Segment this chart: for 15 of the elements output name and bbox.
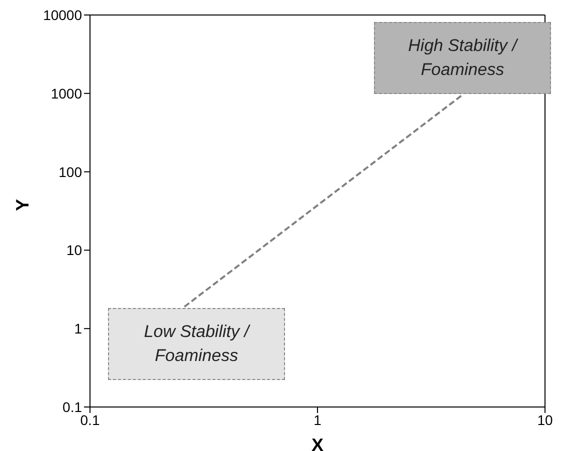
y-tick-label: 1000 (50, 85, 82, 102)
y-axis-title: Y (12, 198, 32, 211)
y-tick-label: 0.1 (62, 398, 82, 415)
x-tick-label: 1 (314, 412, 322, 428)
y-tick-label: 10 (66, 242, 82, 258)
x-tick-label: 10 (537, 412, 553, 428)
y-tick-label: 10000 (43, 6, 82, 23)
annotation: Low Stability / Foaminess (144, 321, 249, 367)
x-tick-label: 0.1 (80, 412, 100, 428)
annotation: High Stability / Foaminess (408, 35, 517, 81)
x-axis-title: X (311, 435, 324, 451)
y-tick-label: 100 (58, 164, 82, 180)
label-box: High Stability / Foaminess (374, 22, 551, 94)
label-box: Low Stability / Foaminess (108, 308, 285, 380)
y-tick-label: 1 (74, 320, 82, 337)
